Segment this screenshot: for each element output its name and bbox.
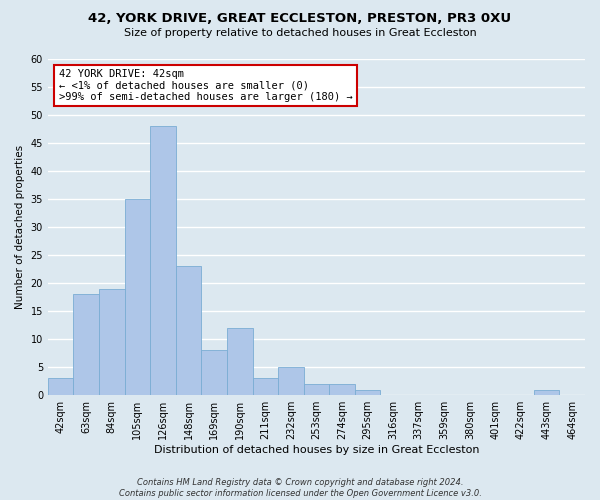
Bar — [278, 367, 304, 395]
Text: 42, YORK DRIVE, GREAT ECCLESTON, PRESTON, PR3 0XU: 42, YORK DRIVE, GREAT ECCLESTON, PRESTON… — [88, 12, 512, 26]
Bar — [73, 294, 99, 395]
Text: Size of property relative to detached houses in Great Eccleston: Size of property relative to detached ho… — [124, 28, 476, 38]
Bar — [304, 384, 329, 395]
Bar — [202, 350, 227, 395]
X-axis label: Distribution of detached houses by size in Great Eccleston: Distribution of detached houses by size … — [154, 445, 479, 455]
Bar — [227, 328, 253, 395]
Bar — [48, 378, 73, 395]
Y-axis label: Number of detached properties: Number of detached properties — [15, 145, 25, 309]
Text: 42 YORK DRIVE: 42sqm
← <1% of detached houses are smaller (0)
>99% of semi-detac: 42 YORK DRIVE: 42sqm ← <1% of detached h… — [59, 69, 352, 102]
Bar — [150, 126, 176, 395]
Text: Contains HM Land Registry data © Crown copyright and database right 2024.
Contai: Contains HM Land Registry data © Crown c… — [119, 478, 481, 498]
Bar — [125, 199, 150, 395]
Bar — [253, 378, 278, 395]
Bar — [99, 288, 125, 395]
Bar — [329, 384, 355, 395]
Bar — [534, 390, 559, 395]
Bar — [176, 266, 202, 395]
Bar — [355, 390, 380, 395]
